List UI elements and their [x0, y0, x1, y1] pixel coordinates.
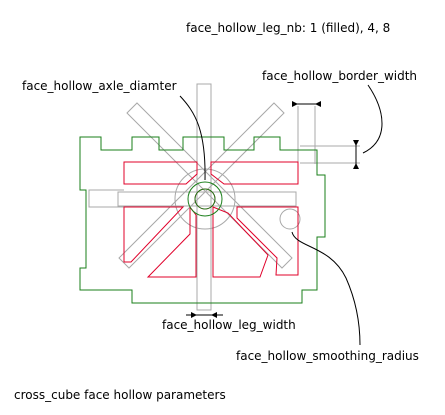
arrowheads: [191, 101, 359, 318]
hollow-bottom-mid-right: [212, 206, 269, 278]
arrow-bw-left: [292, 101, 298, 107]
smoothing-radius-label: face_hollow_smoothing_radius: [236, 349, 419, 363]
border-width-label: face_hollow_border_width: [262, 69, 417, 83]
hollow-bottom-left: [123, 206, 185, 263]
axle-outer-circle: [187, 181, 223, 217]
leg-width-label: face_hollow_leg_width: [162, 318, 296, 332]
arrow-lw-right: [211, 312, 217, 318]
hollow-top-right: [210, 161, 299, 185]
axle-diameter-leader: [179, 95, 206, 181]
arrow-bw-right: [315, 101, 321, 107]
axle-inner-circle: [194, 188, 216, 210]
hollow-bottom-mid-left: [146, 205, 197, 278]
diagram-caption: cross_cube face hollow parameters: [14, 388, 226, 402]
construction-lines: [88, 83, 360, 311]
smoothing-radius-circle: [279, 208, 301, 230]
axle-diameter-label: face_hollow_axle_diamter: [22, 79, 177, 93]
vertical-leg-bar: [196, 83, 212, 311]
diagonal-leg-nw-se: [126, 102, 293, 269]
hollow-top-left: [123, 161, 198, 185]
face-outline: [79, 136, 326, 304]
arrow-bw-down: [353, 163, 359, 169]
axle-circles: [187, 181, 223, 217]
horizontal-leg-bar: [117, 191, 297, 207]
hollow-bottom-right: [236, 206, 299, 276]
border-width-leader: [362, 84, 383, 154]
arrow-bw-up: [353, 140, 359, 146]
smoothing-radius-leader: [291, 231, 361, 346]
arrow-lw-left: [191, 312, 197, 318]
diagonal-leg-ne-sw: [118, 102, 285, 269]
leg-nb-label: face_hollow_leg_nb: 1 (filled), 4, 8: [186, 21, 390, 35]
left-guide: [88, 189, 124, 208]
